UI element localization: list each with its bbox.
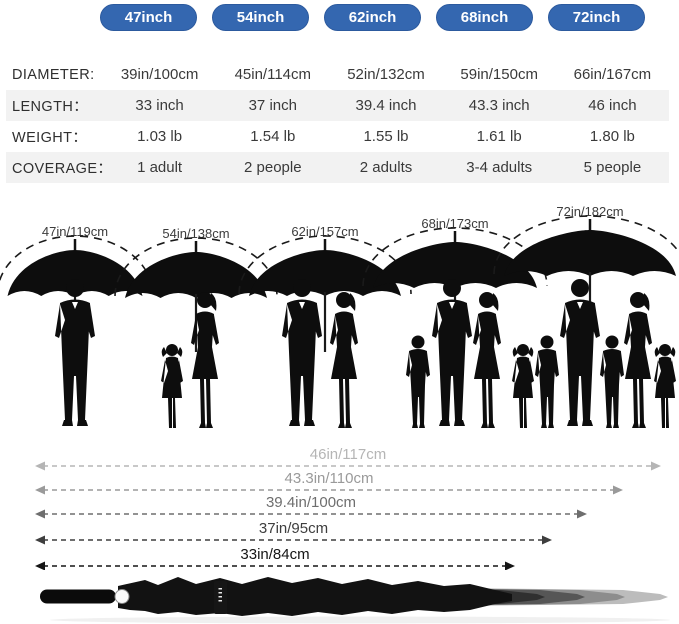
umbrella-shadow <box>50 616 670 624</box>
diameter-dashed-arc <box>362 227 548 287</box>
umbrella-canopy <box>7 250 143 296</box>
spec-cell: 39.4 inch <box>355 97 417 114</box>
spec-cell: 3-4 adults <box>466 159 533 176</box>
person-silhouette-girl <box>654 344 676 428</box>
arrowhead-right <box>613 485 623 495</box>
spec-cell: 59in/150cm <box>460 66 538 83</box>
spec-cell: 5 people <box>583 159 642 176</box>
length-arrow-row: 39.4in/100cm <box>35 494 587 519</box>
strap-brand-mark <box>218 596 222 598</box>
strap-brand-mark <box>218 588 222 590</box>
person-silhouette-girl <box>512 344 534 428</box>
person-silhouette-man <box>432 279 472 426</box>
spec-cell: 2 people <box>244 159 302 176</box>
arrowhead-left <box>35 461 45 471</box>
spec-table: DIAMETER: 39in/100cm 45in/114cm 52in/132cm 5… <box>6 59 669 183</box>
spec-cell: 45in/114cm <box>234 66 311 83</box>
umbrella-group: 54in/138cm <box>114 226 278 428</box>
length-arrow-label: 37in/95cm <box>259 520 328 537</box>
size-tab[interactable]: 54inch <box>212 4 309 31</box>
diameter-dashed-arc <box>493 215 679 275</box>
person-silhouette-boy <box>535 335 559 428</box>
length-arrow-label: 39.4in/100cm <box>266 494 356 511</box>
arrowhead-right <box>542 535 552 545</box>
umbrella-canopy <box>125 252 267 298</box>
person-silhouette-man <box>282 279 322 426</box>
spec-cell: 37 inch <box>248 97 297 114</box>
length-arrow-row: 37in/95cm <box>35 520 552 545</box>
umbrella-group: 68in/173cm <box>362 216 548 428</box>
size-tab[interactable]: 47inch <box>100 4 197 31</box>
arrowhead-right <box>651 461 661 471</box>
spec-cell: 33 inch <box>135 97 184 114</box>
size-tab[interactable]: 72inch <box>548 4 645 31</box>
spec-cell: 1.80 lb <box>589 128 635 145</box>
spec-cell: 1.61 lb <box>476 128 522 145</box>
closed-umbrella-figure <box>40 577 670 624</box>
handle-button <box>114 589 130 604</box>
arrowhead-right <box>577 509 587 519</box>
umbrella-group: 47in/119cm <box>0 224 154 426</box>
person-silhouette-boy <box>406 335 430 428</box>
size-tab[interactable]: 62inch <box>324 4 421 31</box>
spec-cell: 1 adult <box>137 159 183 176</box>
spec-row-label: LENGTH： <box>12 99 89 115</box>
spec-row: WEIGHT： 1.03 lb 1.54 lb 1.55 lb 1.61 lb 1.80 … <box>6 121 669 152</box>
length-arrow-row: 33in/84cm <box>35 546 515 570</box>
spec-cell: 39in/100cm <box>120 66 199 83</box>
spec-cell: 46 inch <box>588 97 637 114</box>
person-silhouette-woman <box>624 292 652 428</box>
person-silhouette-woman <box>330 292 358 428</box>
spec-cell: 43.3 inch <box>468 97 530 114</box>
spec-row-label: WEIGHT： <box>12 130 88 146</box>
person-silhouette-boy <box>600 335 624 428</box>
umbrella-diameter-label: 62in/157cm <box>291 224 358 239</box>
umbrella-canopy <box>249 250 401 296</box>
spec-cell: 66in/167cm <box>573 66 652 83</box>
umbrella-group: 62in/157cm <box>238 224 412 428</box>
strap-brand-mark <box>218 600 222 602</box>
spec-cell: 52in/132cm <box>347 66 425 83</box>
spec-cell: 2 adults <box>359 159 413 176</box>
length-arrow-label: 43.3in/110cm <box>285 470 374 487</box>
arrowhead-left <box>35 535 45 545</box>
strap-brand-mark <box>218 592 222 594</box>
arrowhead-right <box>505 561 515 570</box>
arrowhead-left <box>35 485 45 495</box>
umbrella-canopy <box>504 230 676 276</box>
spec-row: COVERAGE： 1 adult 2 people 2 adults 3-4 adul… <box>6 152 669 183</box>
length-arrow-row: 43.3in/110cm <box>35 470 623 495</box>
umbrella-comparison-figure: 47in/119cm 54in/138cm 62in/157cm 68in/173cm… <box>0 204 679 428</box>
spec-row: DIAMETER: 39in/100cm 45in/114cm 52in/132cm 5… <box>6 59 669 90</box>
length-arrows-figure: 46in/117cm 43.3in/110cm 39.4in/100cm 37in/9… <box>35 446 661 570</box>
umbrella-diameter-label: 72in/182cm <box>556 204 623 219</box>
diameter-dashed-arc <box>0 235 154 295</box>
arrowhead-left <box>35 509 45 519</box>
length-arrow-row: 46in/117cm <box>35 446 661 471</box>
person-silhouette-woman <box>191 292 219 428</box>
umbrella-handle <box>40 589 116 604</box>
spec-row-label: DIAMETER: <box>12 66 95 83</box>
closed-umbrella-canopy <box>118 577 512 616</box>
arrowhead-left <box>35 561 45 570</box>
spec-row: LENGTH： 33 inch 37 inch 39.4 inch 43.3 inch 4… <box>6 90 669 121</box>
person-silhouette-man <box>560 279 600 426</box>
size-tab[interactable]: 68inch <box>436 4 533 31</box>
spec-cell: 1.55 lb <box>363 128 409 145</box>
umbrella-group: 72in/182cm <box>493 204 679 428</box>
umbrella-canopy <box>373 242 537 288</box>
spec-cell: 1.54 lb <box>250 128 296 145</box>
spec-row-label: COVERAGE： <box>12 161 113 177</box>
umbrella-diameter-label: 68in/173cm <box>421 216 488 231</box>
length-arrow-label: 46in/117cm <box>310 446 386 463</box>
size-tabs-row: 47inch 54inch 62inch 68inch 72inch <box>100 4 645 31</box>
person-silhouette-man <box>55 279 95 426</box>
length-arrow-label: 33in/84cm <box>240 546 309 563</box>
umbrella-diameter-label: 47in/119cm <box>42 224 108 239</box>
umbrella-diameter-label: 54in/138cm <box>162 226 229 241</box>
person-silhouette-woman <box>473 292 501 428</box>
spec-cell: 1.03 lb <box>137 128 183 145</box>
person-silhouette-girl <box>161 344 183 428</box>
